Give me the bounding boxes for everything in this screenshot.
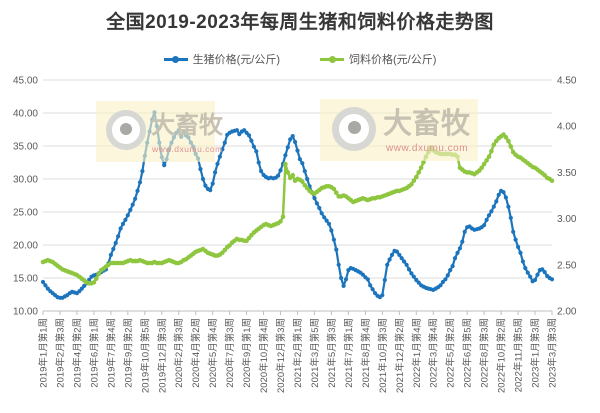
x-axis-label: 2019年7月第4周 xyxy=(105,318,117,388)
x-axis-label: 2020年5月第4周 xyxy=(207,318,219,388)
x-axis-label: 2020年7月第3周 xyxy=(224,318,236,388)
watermark-eye-logo-icon xyxy=(332,107,376,151)
x-axis-label: 2023年3月第3周 xyxy=(547,318,559,388)
feed-price-line-marker-icon xyxy=(320,55,344,63)
x-axis-label: 2022年1月第4周 xyxy=(411,318,423,388)
x-axis-label: 2019年6月第1周 xyxy=(88,318,100,388)
x-axis-label: 2019年12月第3周 xyxy=(156,318,168,393)
watermark-brand-text: 大畜牧 xyxy=(383,108,471,140)
x-axis-label: 2022年3月第4周 xyxy=(428,318,440,388)
y-axis-left-label: 35.00 xyxy=(13,142,38,153)
watermark-url-text: www.dxumu.com xyxy=(152,144,223,154)
y-axis-left-label: 20.00 xyxy=(13,241,38,252)
x-axis-label: 2020年12月第3周 xyxy=(275,318,287,393)
y-axis-right-label: 4.50 xyxy=(557,76,577,87)
y-axis-left-label: 25.00 xyxy=(13,208,38,219)
x-axis-label: 2022年8月第3周 xyxy=(479,318,491,388)
x-axis-label: 2022年10月第2周 xyxy=(496,318,508,393)
x-axis-label: 2022年6月第5周 xyxy=(462,318,474,388)
y-axis-left-label: 40.00 xyxy=(13,109,38,120)
legend-label-feed-price: 饲料价格(元/公斤) xyxy=(349,54,437,66)
legend-item-feed-price: 饲料价格(元/公斤) xyxy=(320,51,436,67)
x-axis-label: 2021年2月第1周 xyxy=(292,318,304,388)
series-markers xyxy=(40,132,555,286)
x-axis-label: 2022年11月第5周 xyxy=(513,318,525,392)
y-axis-left-label: 10.00 xyxy=(13,307,38,318)
x-axis-label: 2019年10月第5周 xyxy=(139,318,151,393)
x-axis-label: 2019年9月第2周 xyxy=(122,318,134,388)
x-axis-label: 2021年3月第5周 xyxy=(309,318,321,388)
y-axis-right-label: 3.50 xyxy=(557,168,577,179)
watermark-left: 大畜牧 www.dxumu.com xyxy=(96,101,223,162)
y-axis-left-label: 45.00 xyxy=(13,76,38,87)
x-axis-label: 2020年2月第3周 xyxy=(173,318,185,388)
chart-title: 全国2019-2023年每周生猪和饲料价格走势图 xyxy=(106,12,494,33)
x-axis-label: 2021年5月第3周 xyxy=(326,318,338,388)
pig-price-line-marker-icon xyxy=(163,55,188,63)
watermark-brand-text: 大畜牧 xyxy=(151,112,223,139)
y-axis-left-label: 15.00 xyxy=(13,274,38,285)
x-axis-label: 2020年10月第4周 xyxy=(258,318,270,393)
x-axis-label: 2021年12月第2周 xyxy=(394,318,406,393)
y-axis-right-label: 2.50 xyxy=(557,260,577,271)
legend-label-pig-price: 生猪价格(元/公斤) xyxy=(192,54,280,66)
watermark-url-text: www.dxumu.com xyxy=(386,143,469,154)
x-axis-label: 2019年2月第3周 xyxy=(54,318,66,388)
y-axis-right-label: 4.00 xyxy=(557,122,577,133)
x-axis-label: 2020年4月第2周 xyxy=(190,318,202,388)
y-axis-right-label: 2.00 xyxy=(557,307,577,318)
x-axis-label: 2020年9月第1周 xyxy=(241,318,253,388)
legend-item-pig-price: 生猪价格(元/公斤) xyxy=(163,51,280,67)
chart-legend: 生猪价格(元/公斤) 饲料价格(元/公斤) xyxy=(0,51,600,67)
x-axis-label: 2021年10月第3周 xyxy=(377,318,389,393)
x-axis-label: 2019年1月第1周 xyxy=(38,318,50,388)
x-axis-label: 2021年8月第4周 xyxy=(360,318,372,388)
y-axis-right-label: 3.00 xyxy=(557,214,577,225)
x-axis-label: 2019年4月第2周 xyxy=(71,318,83,388)
x-axis-label: 2022年5月第2周 xyxy=(445,318,457,388)
x-axis-label: 2021年7月第1周 xyxy=(343,318,355,388)
watermark-eye-logo-icon xyxy=(106,110,146,150)
watermark-right: 大畜牧 www.dxumu.com xyxy=(320,99,478,161)
x-axis-label: 2023年1月第3周 xyxy=(530,318,542,388)
y-axis-left-label: 30.00 xyxy=(13,175,38,186)
